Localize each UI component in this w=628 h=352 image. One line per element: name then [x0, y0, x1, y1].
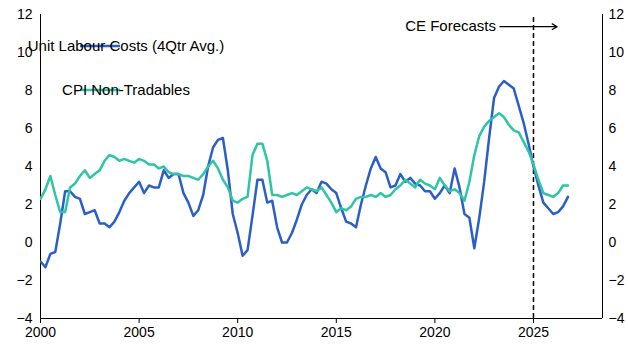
svg-text:12: 12	[17, 6, 33, 22]
svg-text:2020: 2020	[419, 324, 450, 340]
svg-text:2000: 2000	[25, 324, 56, 340]
svg-text:CE Forecasts: CE Forecasts	[405, 17, 496, 34]
svg-text:12: 12	[609, 6, 625, 22]
svg-text:−2: −2	[17, 272, 33, 288]
svg-text:10: 10	[16, 44, 33, 60]
svg-text:−4: −4	[17, 310, 33, 326]
svg-text:Unit Labour Costs (4Qtr Avg.): Unit Labour Costs (4Qtr Avg.)	[28, 37, 224, 54]
svg-text:0: 0	[609, 234, 617, 250]
svg-text:8: 8	[25, 82, 33, 98]
svg-text:0: 0	[25, 234, 33, 250]
svg-text:6: 6	[609, 120, 617, 136]
svg-text:2015: 2015	[321, 324, 352, 340]
svg-text:2025: 2025	[518, 324, 549, 340]
svg-text:−4: −4	[609, 310, 625, 326]
svg-text:CPI Non-Tradables: CPI Non-Tradables	[62, 81, 190, 98]
svg-text:4: 4	[25, 158, 33, 174]
svg-text:−2: −2	[609, 272, 625, 288]
svg-text:6: 6	[25, 120, 33, 136]
svg-text:10: 10	[609, 44, 625, 60]
svg-text:2: 2	[609, 196, 617, 212]
svg-text:8: 8	[609, 82, 617, 98]
svg-text:2005: 2005	[124, 324, 155, 340]
svg-text:4: 4	[609, 158, 617, 174]
svg-text:2: 2	[25, 196, 33, 212]
svg-text:2010: 2010	[222, 324, 253, 340]
